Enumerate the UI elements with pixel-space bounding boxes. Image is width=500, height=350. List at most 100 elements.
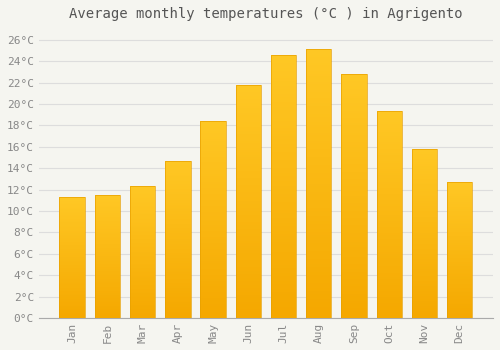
Bar <box>165 209 190 211</box>
Bar <box>447 197 472 198</box>
Bar <box>376 172 402 173</box>
Bar <box>236 134 261 136</box>
Bar <box>271 226 296 229</box>
Bar <box>60 216 85 218</box>
Bar <box>236 239 261 241</box>
Bar <box>60 219 85 220</box>
Bar <box>60 231 85 232</box>
Bar <box>165 312 190 313</box>
Bar <box>94 198 120 200</box>
Bar <box>94 254 120 255</box>
Bar <box>447 279 472 280</box>
Bar <box>130 243 156 244</box>
Bar <box>342 86 366 89</box>
Bar <box>236 267 261 269</box>
Bar <box>236 124 261 127</box>
Bar <box>412 308 437 309</box>
Bar <box>271 197 296 199</box>
Bar <box>447 314 472 315</box>
Bar <box>200 310 226 312</box>
Bar <box>306 119 332 122</box>
Bar <box>412 269 437 271</box>
Bar <box>306 192 332 194</box>
Bar <box>271 63 296 65</box>
Bar <box>447 208 472 209</box>
Bar <box>376 192 402 194</box>
Bar <box>412 222 437 223</box>
Bar <box>60 238 85 239</box>
Bar <box>412 237 437 238</box>
Bar <box>306 90 332 92</box>
Bar <box>165 206 190 208</box>
Bar <box>271 239 296 241</box>
Bar <box>376 266 402 268</box>
Bar <box>447 311 472 313</box>
Bar <box>342 291 366 294</box>
Bar <box>236 141 261 143</box>
Bar <box>165 244 190 246</box>
Bar <box>236 215 261 218</box>
Bar <box>165 203 190 205</box>
Bar <box>376 221 402 223</box>
Bar <box>236 257 261 260</box>
Bar <box>306 168 332 170</box>
Bar <box>236 87 261 89</box>
Bar <box>306 278 332 280</box>
Bar <box>94 315 120 317</box>
Bar <box>447 256 472 257</box>
Bar <box>447 277 472 279</box>
Bar <box>200 300 226 302</box>
Bar <box>94 236 120 237</box>
Bar <box>94 212 120 214</box>
Bar <box>376 211 402 213</box>
Bar <box>412 245 437 247</box>
Bar <box>236 136 261 138</box>
Bar <box>130 188 156 189</box>
Bar <box>447 315 472 317</box>
Bar <box>447 317 472 318</box>
Bar <box>60 259 85 260</box>
Bar <box>306 138 332 141</box>
Bar <box>94 279 120 280</box>
Bar <box>306 49 332 318</box>
Bar <box>200 253 226 255</box>
Bar <box>200 273 226 275</box>
Bar <box>236 150 261 152</box>
Bar <box>200 133 226 135</box>
Bar <box>271 213 296 215</box>
Bar <box>271 231 296 234</box>
Bar <box>200 190 226 192</box>
Bar <box>376 244 402 246</box>
Bar <box>130 226 156 227</box>
Bar <box>200 267 226 269</box>
Bar <box>271 289 296 292</box>
Bar <box>236 108 261 110</box>
Bar <box>306 216 332 219</box>
Bar <box>165 253 190 255</box>
Bar <box>236 313 261 316</box>
Bar <box>94 258 120 259</box>
Bar <box>306 111 332 114</box>
Bar <box>376 202 402 204</box>
Bar <box>94 306 120 307</box>
Bar <box>342 194 366 196</box>
Bar <box>306 52 332 55</box>
Bar <box>412 264 437 266</box>
Bar <box>165 187 190 189</box>
Bar <box>60 208 85 209</box>
Bar <box>200 172 226 174</box>
Bar <box>342 128 366 130</box>
Bar <box>60 209 85 210</box>
Bar <box>271 118 296 120</box>
Bar <box>342 225 366 228</box>
Bar <box>236 169 261 171</box>
Bar <box>342 198 366 201</box>
Bar <box>94 222 120 223</box>
Bar <box>165 168 190 170</box>
Bar <box>342 74 366 318</box>
Bar <box>412 227 437 228</box>
Bar <box>94 290 120 291</box>
Bar <box>130 300 156 301</box>
Bar <box>165 294 190 296</box>
Bar <box>306 133 332 135</box>
